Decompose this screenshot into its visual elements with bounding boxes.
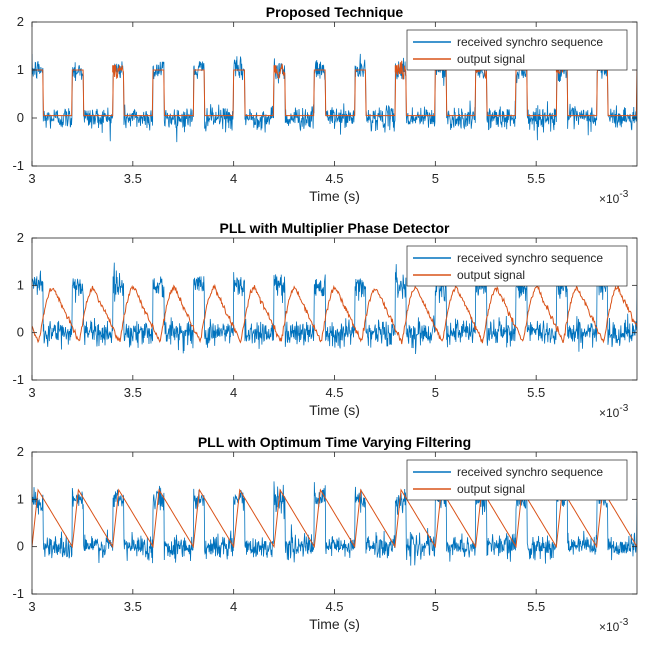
legend-label: output signal bbox=[457, 482, 525, 496]
legend-label: received synchro sequence bbox=[457, 465, 603, 479]
x-tick-label: 3 bbox=[28, 385, 35, 400]
x-tick-label: 5.5 bbox=[527, 599, 545, 614]
chart-title: PLL with Multiplier Phase Detector bbox=[219, 220, 450, 236]
x-tick-label: 3 bbox=[28, 599, 35, 614]
x-tick-label: 5 bbox=[432, 599, 439, 614]
legend-label: output signal bbox=[457, 52, 525, 66]
y-tick-label: 2 bbox=[17, 230, 24, 245]
x-tick-label: 3.5 bbox=[124, 171, 142, 186]
chart-title: Proposed Technique bbox=[266, 4, 404, 20]
legend: received synchro sequence output signal bbox=[407, 30, 627, 70]
y-tick-label: 1 bbox=[17, 491, 24, 506]
x-tick-label: 4.5 bbox=[325, 385, 343, 400]
x-axis-label: Time (s) bbox=[309, 188, 360, 204]
x-tick-label: 5 bbox=[432, 385, 439, 400]
x-axis-multiplier: ×10-3 bbox=[599, 403, 629, 420]
y-tick-label: -1 bbox=[12, 372, 24, 387]
x-axis-multiplier: ×10-3 bbox=[599, 189, 629, 206]
x-tick-label: 5 bbox=[432, 171, 439, 186]
y-tick-label: 1 bbox=[17, 277, 24, 292]
y-tick-label: 0 bbox=[17, 539, 24, 554]
x-tick-label: 4 bbox=[230, 171, 237, 186]
legend: received synchro sequence output signal bbox=[407, 460, 627, 500]
legend-label: received synchro sequence bbox=[457, 35, 603, 49]
x-tick-label: 4 bbox=[230, 385, 237, 400]
y-tick-label: 2 bbox=[17, 444, 24, 459]
y-tick-label: 0 bbox=[17, 110, 24, 125]
x-tick-label: 3 bbox=[28, 171, 35, 186]
chart-panel-2: PLL with Multiplier Phase Detector 3 3.5 4 4… bbox=[12, 220, 637, 420]
x-axis-label: Time (s) bbox=[309, 616, 360, 632]
y-tick-label: 2 bbox=[17, 14, 24, 29]
legend-label: received synchro sequence bbox=[457, 251, 603, 265]
x-tick-label: 4.5 bbox=[325, 171, 343, 186]
y-tick-label: -1 bbox=[12, 586, 24, 601]
x-tick-label: 3.5 bbox=[124, 385, 142, 400]
x-tick-label: 5.5 bbox=[527, 171, 545, 186]
x-tick-label: 4.5 bbox=[325, 599, 343, 614]
x-tick-label: 4 bbox=[230, 599, 237, 614]
chart-panel-1: Proposed Technique 3 3.5 4 4.5 5 5.5 -1 0 1 2 Time … bbox=[12, 4, 637, 206]
y-tick-label: 0 bbox=[17, 325, 24, 340]
chart-title: PLL with Optimum Time Varying Filtering bbox=[198, 434, 471, 450]
y-tick-label: 1 bbox=[17, 62, 24, 77]
x-tick-label: 5.5 bbox=[527, 385, 545, 400]
x-tick-label: 3.5 bbox=[124, 599, 142, 614]
chart-panel-3: PLL with Optimum Time Varying Filtering 3… bbox=[12, 434, 637, 634]
legend-label: output signal bbox=[457, 268, 525, 282]
x-axis-label: Time (s) bbox=[309, 402, 360, 418]
legend: received synchro sequence output signal bbox=[407, 246, 627, 286]
y-tick-label: -1 bbox=[12, 158, 24, 173]
x-axis-multiplier: ×10-3 bbox=[599, 617, 629, 634]
